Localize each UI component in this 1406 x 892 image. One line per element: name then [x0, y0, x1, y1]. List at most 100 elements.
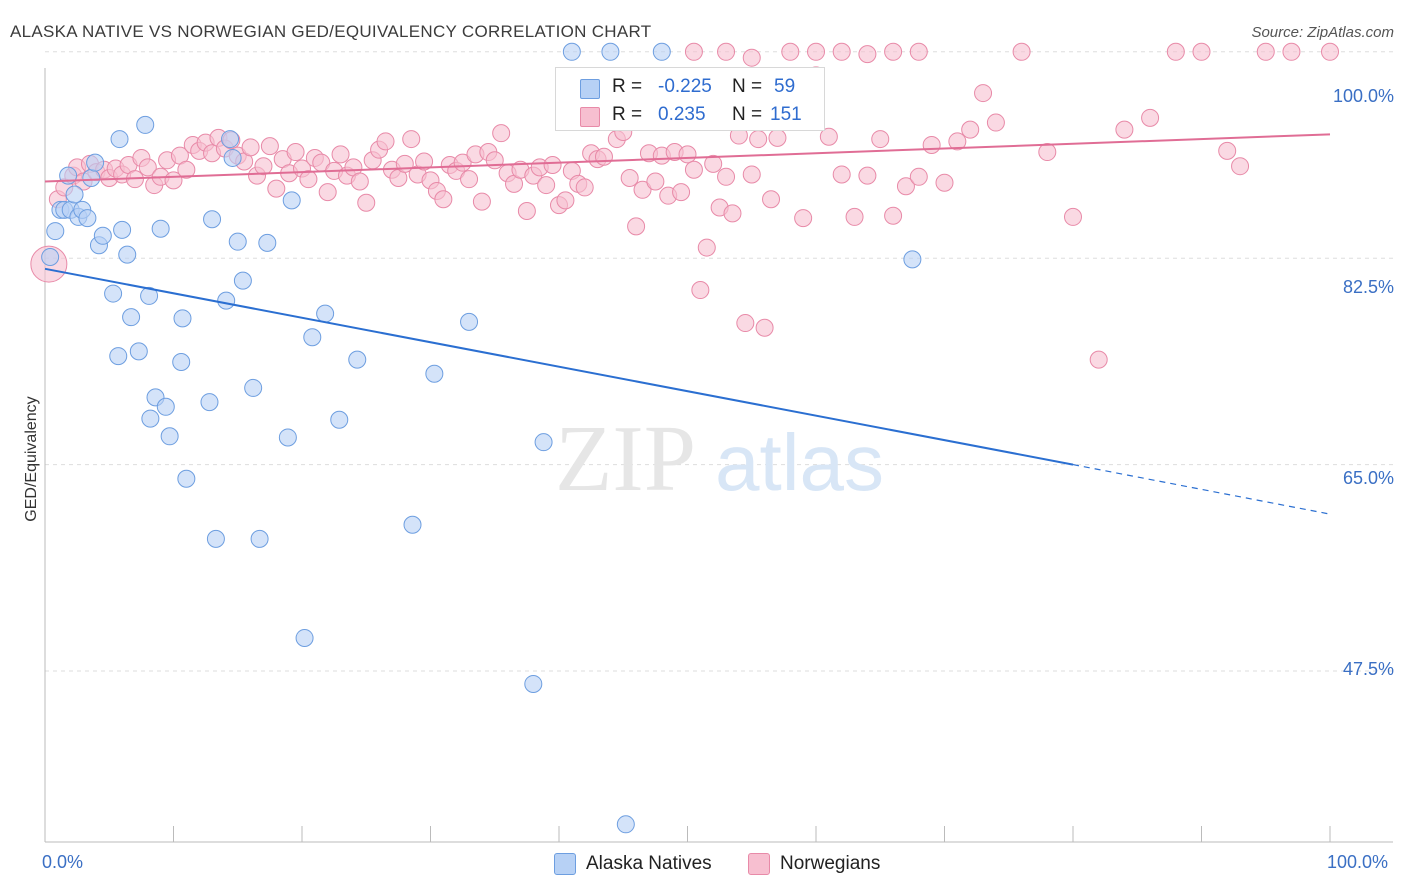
- norwegian-point: [241, 138, 260, 157]
- alaska-point: [250, 529, 269, 548]
- alaska-point: [200, 393, 219, 412]
- norwegian-point: [556, 191, 575, 210]
- alaska-point: [151, 219, 170, 238]
- alaska-trend-extension: [1072, 463, 1331, 515]
- norwegian-point: [691, 281, 710, 300]
- norwegian-point: [331, 145, 350, 164]
- alaska-point: [403, 515, 422, 534]
- alaska-point: [109, 347, 128, 366]
- norwegian-point: [594, 147, 613, 166]
- alaska-point: [616, 815, 635, 834]
- norwegian-point: [742, 165, 761, 184]
- norwegian-point: [357, 193, 376, 212]
- norwegian-point: [402, 130, 421, 149]
- stats-box: R = -0.225 N = 59 R = 0.235 N = 151: [555, 67, 825, 131]
- alaska-point: [173, 309, 192, 328]
- norwegian-point: [254, 157, 273, 176]
- norwegian-point: [832, 165, 851, 184]
- norwegian-point: [575, 178, 594, 197]
- norwegian-point: [286, 143, 305, 162]
- n-value: 59: [774, 76, 796, 97]
- alaska-point: [330, 410, 349, 429]
- legend-label: Alaska Natives: [586, 853, 712, 874]
- watermark-zip: ZIP: [555, 407, 696, 511]
- norwegian-point: [434, 190, 453, 209]
- alaska-point: [78, 209, 97, 228]
- norwegian-point: [543, 156, 562, 175]
- norwegian-point: [678, 145, 697, 164]
- alaska-point: [278, 428, 297, 447]
- norwegian-point: [627, 217, 646, 236]
- alaska-legend-swatch: [554, 853, 576, 875]
- norwegian-point: [768, 128, 787, 147]
- norwegian-point: [1012, 42, 1031, 61]
- norwegian-point: [742, 48, 761, 67]
- chart-title: ALASKA NATIVE VS NORWEGIAN GED/EQUIVALEN…: [10, 22, 652, 41]
- norwegian-point: [138, 158, 157, 177]
- norwegian-point: [350, 172, 369, 191]
- r-value: 0.235: [658, 104, 706, 125]
- norwegian-point: [794, 209, 813, 228]
- norwegian-point: [318, 183, 337, 202]
- norwegian-point: [896, 177, 915, 196]
- norwegian-point: [755, 318, 774, 337]
- alaska-swatch: [580, 79, 600, 99]
- alaska-point: [303, 328, 322, 347]
- x-tick-label-min: 0.0%: [42, 852, 84, 872]
- norwegian-point: [267, 179, 286, 198]
- alaska-point: [348, 350, 367, 369]
- norwegian-point: [807, 42, 825, 61]
- alaska-point: [93, 226, 112, 245]
- y-tick-label: 65.0%: [1342, 468, 1394, 488]
- norwegian-point: [832, 42, 851, 61]
- norwegian-point: [517, 202, 536, 221]
- norwegian-swatch: [580, 107, 600, 127]
- norwegian-point: [884, 206, 903, 225]
- norwegian-point: [260, 137, 279, 156]
- norwegian-point: [620, 168, 639, 187]
- norwegian-point: [909, 42, 928, 61]
- norwegian-point: [871, 130, 890, 149]
- r-label: R =: [612, 104, 643, 125]
- stats-row-norwegian: R = 0.235 N = 151: [556, 102, 824, 128]
- norwegian-point: [884, 42, 903, 61]
- norwegian-point: [986, 113, 1005, 132]
- norwegian-point: [485, 151, 504, 170]
- alaska-point: [295, 628, 314, 647]
- norwegian-point: [1064, 207, 1082, 226]
- alaska-point: [223, 148, 242, 167]
- alaska-point: [460, 312, 479, 331]
- alaska-point: [903, 250, 922, 269]
- alaska-point: [221, 130, 240, 149]
- norwegian-point: [646, 172, 665, 191]
- norwegian-point: [697, 238, 716, 257]
- norwegian-point: [858, 166, 877, 185]
- y-tick-label: 100.0%: [1332, 86, 1394, 106]
- stats-row-alaska: R = -0.225 N = 59: [556, 74, 824, 100]
- alaska-point: [228, 232, 247, 251]
- norwegian-point: [633, 180, 652, 199]
- alaska-point: [41, 248, 60, 267]
- axes: [44, 68, 1393, 843]
- n-value: 151: [770, 104, 802, 125]
- alaska-point: [136, 115, 155, 134]
- norwegian-point: [922, 135, 941, 154]
- trend-lines: [44, 133, 1331, 515]
- alaska-point: [160, 427, 179, 446]
- norwegian-point: [935, 173, 954, 192]
- alaska-point: [217, 291, 236, 310]
- alaska-point: [104, 284, 123, 303]
- alaska-point: [82, 168, 101, 187]
- y-tick-label: 47.5%: [1342, 659, 1394, 679]
- alaska-point: [141, 409, 160, 428]
- norwegian-point: [492, 124, 511, 143]
- norwegian-point: [672, 183, 691, 202]
- alaska-point: [156, 397, 175, 416]
- norwegian-point: [1192, 42, 1211, 61]
- norwegian-point: [1256, 42, 1275, 61]
- norwegian-point: [1321, 42, 1339, 61]
- watermark-atlas: atlas: [715, 418, 884, 507]
- alaska-point: [140, 286, 159, 305]
- alaska-point: [65, 185, 84, 204]
- alaska-point: [113, 220, 132, 239]
